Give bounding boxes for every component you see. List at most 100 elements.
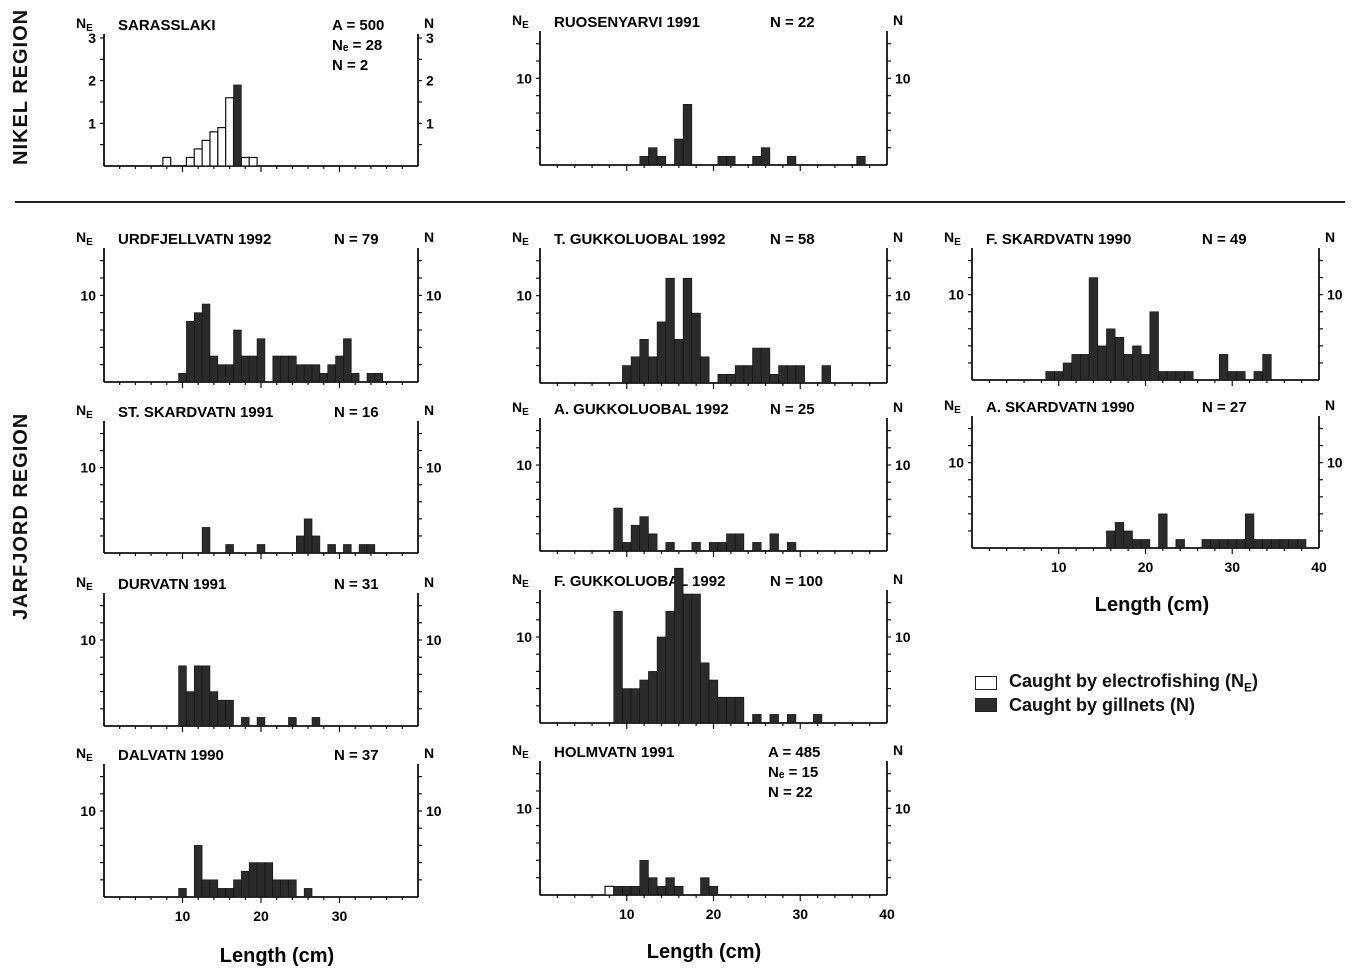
bar-gillnet bbox=[639, 156, 649, 166]
bar-gillnet bbox=[691, 593, 701, 724]
chart-stat: N = 100 bbox=[770, 573, 823, 590]
y-tick-label-left: 10 bbox=[516, 288, 532, 304]
bar-gillnet bbox=[726, 373, 736, 384]
bar-gillnet bbox=[1270, 539, 1281, 549]
bar-gillnet bbox=[225, 699, 234, 727]
bar-gillnet bbox=[327, 364, 336, 383]
bar-gillnet bbox=[256, 544, 266, 554]
y-tick-label-left: 10 bbox=[948, 287, 964, 303]
bar-gillnet bbox=[752, 542, 762, 552]
bar-gillnet bbox=[327, 544, 336, 554]
x-tick-label: 20 bbox=[1138, 559, 1154, 575]
bar-gillnet bbox=[639, 679, 649, 724]
bar-gillnet bbox=[700, 877, 710, 896]
bar-gillnet bbox=[613, 610, 623, 724]
bar-gillnet bbox=[665, 277, 675, 384]
bar-gillnet bbox=[1045, 371, 1055, 381]
bar-gillnet bbox=[1166, 371, 1177, 381]
x-axis-label-middle: Length (cm) bbox=[647, 941, 761, 963]
chart-stat: A = 485 bbox=[768, 744, 820, 761]
bar-gillnet bbox=[691, 542, 701, 552]
bar-gillnet bbox=[674, 138, 684, 166]
bar-gillnet bbox=[1279, 539, 1289, 549]
bar-gillnet bbox=[1062, 362, 1073, 381]
bar-gillnet bbox=[708, 542, 719, 552]
legend-swatch-electrofishing bbox=[975, 676, 997, 690]
legend-label-gillnets: Caught by gillnets (N) bbox=[1009, 694, 1195, 715]
bar-gillnet bbox=[319, 373, 329, 383]
bar-gillnet bbox=[280, 355, 289, 383]
y-tick-label-left: 1 bbox=[88, 115, 96, 131]
bar-gillnet bbox=[665, 877, 675, 896]
bar-gillnet bbox=[1123, 354, 1133, 381]
bar-gillnet bbox=[743, 365, 753, 384]
bar-gillnet bbox=[674, 886, 684, 896]
chart-title: A. SKARDVATN 1990 bbox=[986, 399, 1135, 416]
bar-gillnet bbox=[786, 365, 797, 384]
bar-gillnet bbox=[821, 365, 831, 384]
bar-electrofishing bbox=[217, 126, 227, 167]
bar-gillnet bbox=[769, 714, 779, 724]
y-tick-label-right: 10 bbox=[895, 800, 911, 816]
chart-stat: N = 16 bbox=[334, 404, 379, 421]
bar-gillnet bbox=[656, 156, 667, 166]
bar-gillnet bbox=[1184, 371, 1194, 381]
bar-gillnet bbox=[1158, 513, 1168, 549]
chart-title: A. GUKKOLUOBAL 1992 bbox=[554, 401, 729, 418]
legend: Caught by electrofishing (NE) Caught by … bbox=[975, 671, 1258, 716]
bar-gillnet bbox=[1227, 371, 1237, 381]
chart-panel-f_gukkoluobal: 10 10 NE N F. GUKKOLUOBAL 1992 N = 100 bbox=[512, 567, 911, 729]
bar-electrofishing bbox=[201, 139, 211, 167]
bar-gillnet bbox=[613, 507, 623, 552]
bar-gillnet bbox=[682, 593, 693, 724]
bar-electrofishing bbox=[185, 156, 195, 167]
bar-gillnet bbox=[280, 879, 289, 898]
y-axis-label-left: NE bbox=[512, 742, 529, 761]
bar-gillnet bbox=[795, 365, 805, 384]
bar-gillnet bbox=[613, 886, 623, 896]
bar-gillnet bbox=[303, 364, 313, 383]
bar-gillnet bbox=[726, 533, 736, 552]
bar-gillnet bbox=[366, 544, 376, 554]
bar-electrofishing bbox=[193, 148, 203, 167]
bar-gillnet bbox=[193, 665, 203, 727]
bar-gillnet bbox=[296, 535, 305, 554]
bar-gillnet bbox=[1218, 539, 1229, 549]
y-tick-label-left: 10 bbox=[80, 803, 96, 819]
chart-stat: N = 27 bbox=[1202, 399, 1247, 416]
bar-gillnet bbox=[622, 688, 632, 724]
y-tick-label-left: 10 bbox=[80, 460, 96, 476]
chart-panel-durvatn: 10 10 NE N DURVATN 1991 N = 31 bbox=[76, 574, 442, 732]
bar-electrofishing bbox=[225, 97, 235, 167]
bar-gillnet bbox=[648, 533, 658, 552]
y-tick-label-left: 10 bbox=[948, 455, 964, 471]
bar-gillnet bbox=[241, 717, 250, 727]
legend-item-electrofishing: Caught by electrofishing (NE) bbox=[975, 671, 1258, 695]
chart-stat: N = 31 bbox=[334, 576, 379, 593]
bar-gillnet bbox=[656, 636, 667, 724]
bar-gillnet bbox=[752, 347, 762, 384]
bar-gillnet bbox=[656, 886, 667, 896]
bar-gillnet bbox=[217, 888, 226, 898]
bar-gillnet bbox=[311, 364, 321, 383]
chart-panel-a_gukkoluobal: 10 10 NE N A. GUKKOLUOBAL 1992 N = 25 bbox=[512, 399, 911, 557]
y-axis-label-right: N bbox=[424, 745, 434, 761]
bar-gillnet bbox=[726, 156, 736, 166]
bar-gillnet bbox=[760, 147, 771, 166]
x-tick-label: 40 bbox=[1311, 559, 1327, 575]
bar-electrofishing bbox=[240, 156, 250, 167]
chart-panel-t_gukkoluobal: 10 10 NE N T. GUKKOLUOBAL 1992 N = 58 bbox=[512, 229, 911, 389]
bar-gillnet bbox=[288, 355, 297, 383]
chart-title: HOLMVATN 1991 bbox=[554, 744, 674, 761]
x-tick-label: 20 bbox=[706, 906, 722, 922]
bar-gillnet bbox=[1236, 539, 1246, 549]
bar-gillnet bbox=[217, 699, 226, 727]
bar-gillnet bbox=[217, 364, 226, 383]
bar-gillnet bbox=[630, 524, 641, 552]
chart-stat: Nₑ = 28 bbox=[332, 37, 382, 54]
bar-gillnet bbox=[674, 567, 684, 724]
y-axis-label-right: N bbox=[424, 402, 434, 418]
chart-stat: N = 79 bbox=[334, 231, 379, 248]
bar-gillnet bbox=[272, 879, 281, 898]
